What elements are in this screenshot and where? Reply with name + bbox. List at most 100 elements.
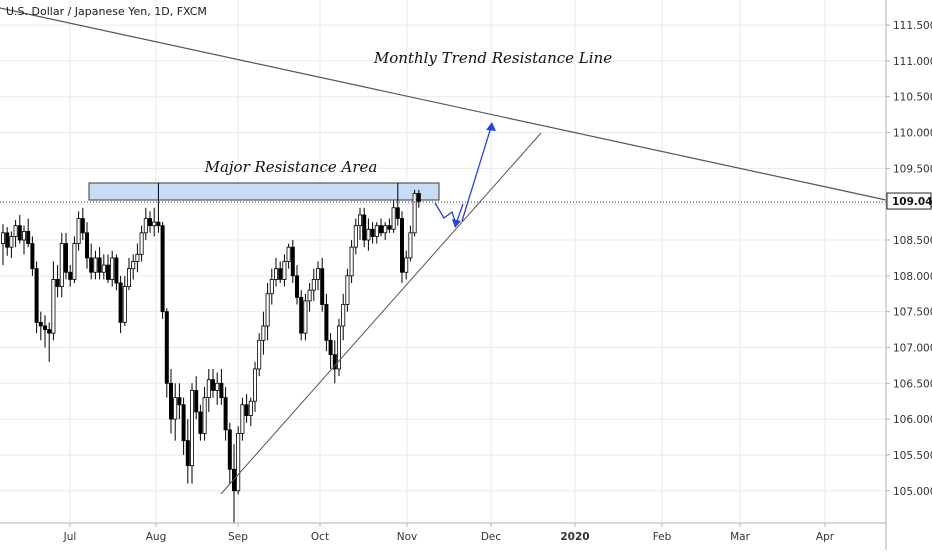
- candle[interactable]: [76, 211, 81, 251]
- candle[interactable]: [131, 254, 136, 280]
- candle[interactable]: [315, 261, 320, 291]
- candle[interactable]: [135, 243, 140, 273]
- candle[interactable]: [399, 211, 404, 283]
- candle[interactable]: [261, 311, 266, 355]
- candle[interactable]: [206, 368, 211, 412]
- candle[interactable]: [324, 293, 329, 352]
- candle[interactable]: [294, 265, 299, 305]
- candle[interactable]: [278, 261, 283, 283]
- candle[interactable]: [68, 265, 73, 287]
- candle[interactable]: [257, 333, 262, 377]
- candle[interactable]: [412, 189, 417, 237]
- candle[interactable]: [357, 207, 362, 241]
- candle[interactable]: [168, 368, 173, 434]
- candle[interactable]: [17, 214, 22, 244]
- candle[interactable]: [80, 207, 85, 241]
- candle[interactable]: [311, 268, 316, 301]
- candle[interactable]: [252, 361, 257, 412]
- candle[interactable]: [231, 444, 236, 523]
- candle[interactable]: [0, 224, 6, 266]
- candle[interactable]: [147, 211, 152, 233]
- candle[interactable]: [353, 218, 358, 255]
- candle[interactable]: [110, 250, 115, 287]
- candle[interactable]: [387, 218, 392, 233]
- candle[interactable]: [378, 218, 383, 237]
- candle[interactable]: [38, 311, 43, 341]
- candle[interactable]: [341, 293, 346, 341]
- candle[interactable]: [210, 368, 215, 398]
- candle[interactable]: [26, 218, 31, 248]
- candle[interactable]: [307, 282, 312, 312]
- time-axis[interactable]: Jul Aug Sep Oct Nov Dec 2020 Feb Mar Apr: [0, 522, 886, 543]
- candle[interactable]: [227, 422, 232, 484]
- candle[interactable]: [223, 386, 228, 441]
- candle[interactable]: [404, 250, 409, 280]
- candle[interactable]: [5, 227, 10, 256]
- candle[interactable]: [282, 254, 287, 287]
- candle[interactable]: [139, 225, 144, 262]
- candle[interactable]: [164, 308, 169, 398]
- candle[interactable]: [51, 261, 56, 341]
- candle[interactable]: [299, 290, 304, 341]
- candle[interactable]: [290, 240, 295, 283]
- major-resistance-area[interactable]: [88, 182, 440, 201]
- candle[interactable]: [43, 315, 48, 348]
- candle[interactable]: [320, 257, 325, 312]
- ascending-support-line[interactable]: [220, 132, 542, 495]
- candle[interactable]: [286, 243, 291, 269]
- candle[interactable]: [383, 222, 388, 241]
- candle[interactable]: [59, 232, 64, 298]
- candle[interactable]: [127, 257, 132, 291]
- candle[interactable]: [332, 340, 337, 384]
- candle[interactable]: [97, 247, 102, 280]
- candle[interactable]: [416, 189, 421, 208]
- candle[interactable]: [93, 250, 98, 280]
- candle[interactable]: [185, 419, 190, 484]
- candle[interactable]: [122, 275, 127, 326]
- candle[interactable]: [156, 182, 161, 233]
- candle[interactable]: [89, 243, 94, 280]
- candle[interactable]: [248, 397, 253, 427]
- candle[interactable]: [72, 236, 77, 283]
- candle[interactable]: [328, 333, 333, 369]
- candle[interactable]: [34, 261, 39, 334]
- candle[interactable]: [173, 383, 178, 441]
- candle[interactable]: [55, 265, 60, 298]
- candle[interactable]: [47, 322, 52, 362]
- candle[interactable]: [273, 257, 278, 287]
- candle[interactable]: [240, 397, 245, 441]
- candle[interactable]: [21, 225, 26, 255]
- candle[interactable]: [345, 268, 350, 312]
- pullback-arrow[interactable]: [434, 202, 464, 227]
- candle[interactable]: [177, 383, 182, 420]
- breakout-arrow[interactable]: [461, 123, 493, 222]
- candle[interactable]: [370, 222, 375, 244]
- candle[interactable]: [160, 222, 165, 319]
- candle[interactable]: [13, 219, 18, 248]
- candle[interactable]: [202, 386, 207, 441]
- candle[interactable]: [219, 368, 224, 405]
- candle[interactable]: [391, 200, 396, 233]
- candle[interactable]: [85, 222, 90, 269]
- candle[interactable]: [114, 254, 119, 291]
- candle[interactable]: [374, 222, 379, 244]
- candle[interactable]: [143, 207, 148, 241]
- candle[interactable]: [152, 207, 157, 237]
- candle[interactable]: [265, 282, 270, 341]
- candle[interactable]: [269, 268, 274, 305]
- candle[interactable]: [336, 318, 341, 377]
- candle[interactable]: [101, 254, 106, 280]
- candle[interactable]: [118, 275, 123, 334]
- candle[interactable]: [215, 372, 220, 405]
- candle[interactable]: [408, 225, 413, 262]
- candle[interactable]: [30, 236, 35, 276]
- candle[interactable]: [198, 404, 203, 441]
- candle[interactable]: [236, 426, 241, 495]
- candle[interactable]: [194, 376, 199, 420]
- candle[interactable]: [395, 182, 400, 226]
- price-axis[interactable]: 111.500 111.000 110.500 110.000 109.500 109.0…: [885, 0, 932, 550]
- candle[interactable]: [244, 394, 249, 423]
- candle[interactable]: [64, 232, 69, 280]
